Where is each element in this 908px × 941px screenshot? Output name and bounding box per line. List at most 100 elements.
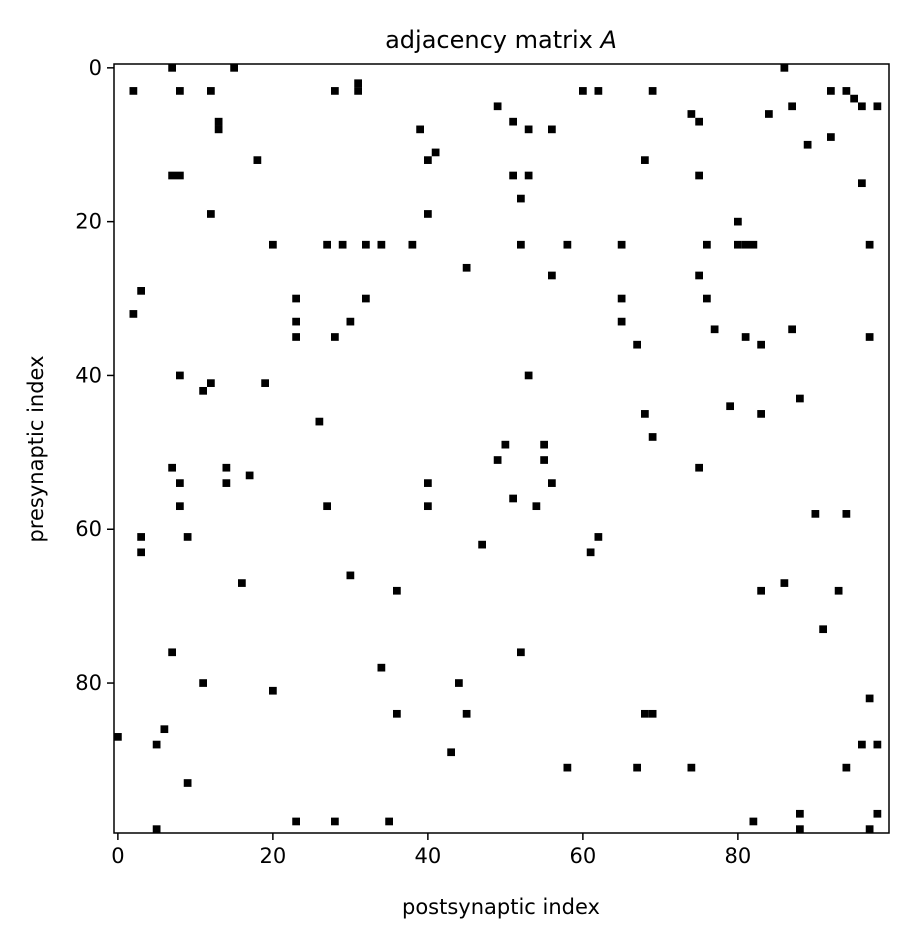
- matrix-cell: [540, 440, 548, 449]
- y-axis-label: presynaptic index: [24, 355, 48, 542]
- matrix-cell: [238, 579, 246, 587]
- matrix-cell: [633, 763, 641, 772]
- matrix-cell: [424, 156, 432, 164]
- matrix-cell: [796, 394, 804, 403]
- matrix-cell: [827, 87, 835, 95]
- y-tick-label: 80: [75, 671, 102, 695]
- matrix-cell: [424, 479, 432, 487]
- matrix-cell: [114, 733, 122, 741]
- matrix-cell: [292, 333, 300, 341]
- matrix-cell: [331, 817, 339, 826]
- matrix-cell: [183, 779, 192, 787]
- matrix-cell: [323, 240, 331, 249]
- matrix-cell: [586, 548, 595, 557]
- matrix-cell: [462, 263, 471, 272]
- matrix-cell: [292, 294, 300, 303]
- matrix-cell: [687, 110, 696, 118]
- matrix-cell: [788, 325, 796, 334]
- plot-frame: [113, 63, 890, 834]
- matrix-cell: [331, 87, 339, 95]
- matrix-cell: [780, 579, 789, 587]
- matrix-cell: [757, 340, 765, 349]
- matrix-cell: [819, 625, 827, 634]
- matrix-cell: [424, 210, 432, 218]
- matrix-cell: [362, 294, 370, 303]
- matrix-cell: [703, 294, 711, 303]
- matrix-cell: [207, 87, 215, 95]
- matrix-cell: [269, 686, 277, 695]
- matrix-cell: [517, 648, 525, 657]
- matrix-cell: [176, 502, 184, 511]
- matrix-cell: [331, 333, 339, 341]
- matrix-cell: [354, 87, 362, 95]
- matrix-cell: [416, 125, 424, 134]
- matrix-cell: [695, 463, 703, 472]
- matrix-cell: [493, 456, 502, 464]
- matrix-cell: [842, 763, 851, 772]
- matrix-cell: [780, 64, 789, 72]
- matrix-cell: [424, 502, 432, 511]
- matrix-cell: [594, 533, 603, 541]
- matrix-cell: [408, 240, 417, 249]
- matrix-cell: [858, 102, 866, 111]
- matrix-cell: [207, 379, 215, 387]
- matrix-cell: [842, 510, 851, 518]
- matrix-cell: [462, 709, 471, 718]
- title-prefix: adjacency matrix: [385, 26, 600, 54]
- x-tick-label: 80: [725, 844, 752, 868]
- matrix-cell: [648, 709, 657, 718]
- matrix-cell: [865, 240, 874, 249]
- matrix-cell: [617, 317, 626, 326]
- matrix-cell: [563, 240, 572, 249]
- matrix-cell: [393, 709, 401, 718]
- matrix-cell: [788, 102, 796, 111]
- matrix-cell: [455, 679, 463, 687]
- matrix-cell: [222, 479, 231, 487]
- matrix-cell: [377, 240, 386, 249]
- y-tick-label: 40: [75, 363, 102, 387]
- matrix-cell: [796, 809, 804, 818]
- matrix-cell: [811, 510, 820, 518]
- matrix-cells: [114, 64, 882, 833]
- matrix-cell: [253, 156, 262, 164]
- chart-title: adjacency matrix A: [385, 26, 617, 54]
- title-symbol: A: [598, 26, 616, 54]
- matrix-cell: [765, 110, 773, 118]
- x-tick-label: 60: [570, 844, 597, 868]
- matrix-cell: [137, 287, 145, 295]
- matrix-cell: [338, 240, 347, 249]
- matrix-cell: [183, 533, 192, 541]
- matrix-cell: [261, 379, 269, 387]
- matrix-cell: [160, 725, 169, 734]
- matrix-cell: [168, 463, 176, 472]
- matrix-cell: [393, 586, 401, 595]
- matrix-cell: [749, 240, 758, 249]
- matrix-cell: [873, 809, 882, 818]
- matrix-cell: [292, 817, 300, 826]
- matrix-cell: [842, 87, 851, 95]
- matrix-cell: [524, 371, 533, 380]
- matrix-cell: [548, 125, 556, 134]
- matrix-cell: [757, 586, 765, 595]
- x-axis-ticks: 0 20 40 60 80: [111, 833, 751, 868]
- matrix-cell: [865, 825, 874, 833]
- matrix-cell: [354, 79, 362, 88]
- matrix-cell: [734, 240, 742, 249]
- matrix-cell: [292, 317, 300, 326]
- matrix-cell: [207, 210, 215, 218]
- matrix-cell: [726, 402, 734, 411]
- matrix-cell: [648, 87, 657, 95]
- matrix-cell: [803, 140, 812, 149]
- matrix-cell: [687, 763, 696, 772]
- x-tick-label: 20: [260, 844, 287, 868]
- matrix-cell: [873, 740, 882, 749]
- matrix-cell: [493, 102, 502, 111]
- matrix-cell: [214, 117, 223, 126]
- matrix-cell: [137, 548, 145, 557]
- matrix-cell: [850, 94, 858, 103]
- matrix-cell: [641, 709, 649, 718]
- matrix-cell: [168, 171, 176, 180]
- matrix-cell: [509, 171, 517, 180]
- matrix-cell: [865, 333, 874, 341]
- plot-area: [113, 63, 890, 834]
